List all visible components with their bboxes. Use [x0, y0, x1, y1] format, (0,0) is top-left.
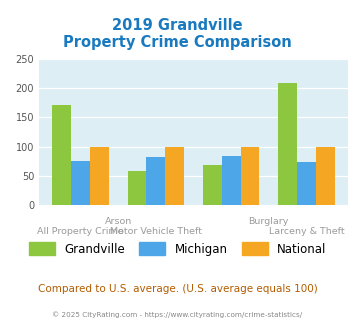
Bar	[278, 82, 297, 205]
Bar	[297, 162, 316, 205]
Text: © 2025 CityRating.com - https://www.cityrating.com/crime-statistics/: © 2025 CityRating.com - https://www.city…	[53, 312, 302, 318]
Bar	[316, 147, 335, 205]
Bar	[146, 157, 165, 205]
Text: Property Crime Comparison: Property Crime Comparison	[63, 35, 292, 50]
Bar	[222, 156, 241, 205]
Text: Arson: Arson	[104, 217, 132, 226]
Bar	[52, 105, 71, 205]
Bar	[241, 147, 260, 205]
Legend: Grandville, Michigan, National: Grandville, Michigan, National	[29, 243, 326, 256]
Bar	[90, 147, 109, 205]
Text: All Property Crime: All Property Crime	[37, 227, 124, 236]
Bar	[127, 171, 146, 205]
Text: Motor Vehicle Theft: Motor Vehicle Theft	[110, 227, 202, 236]
Bar	[165, 147, 184, 205]
Text: Burglary: Burglary	[248, 217, 289, 226]
Text: Compared to U.S. average. (U.S. average equals 100): Compared to U.S. average. (U.S. average …	[38, 284, 317, 294]
Text: 2019 Grandville: 2019 Grandville	[112, 18, 243, 33]
Text: Larceny & Theft: Larceny & Theft	[269, 227, 344, 236]
Bar	[203, 165, 222, 205]
Bar	[71, 161, 90, 205]
